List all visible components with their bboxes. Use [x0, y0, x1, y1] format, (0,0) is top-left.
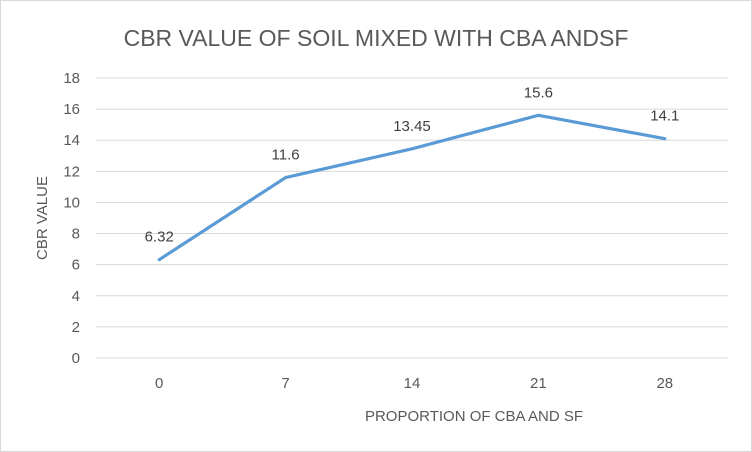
y-tick-label: 10 [63, 194, 80, 211]
y-tick-label: 2 [72, 319, 80, 336]
y-tick-label: 12 [63, 163, 80, 180]
y-axis-ticks: 0 2 4 6 8 10 12 14 16 18 [63, 70, 80, 367]
data-label: 13.45 [393, 118, 431, 135]
y-tick-label: 4 [72, 288, 80, 305]
data-labels: 6.32 11.6 13.45 15.6 14.1 [145, 84, 680, 245]
x-tick-label: 7 [281, 375, 289, 392]
x-tick-label: 21 [530, 375, 547, 392]
series-layer [157, 113, 667, 262]
data-label: 15.6 [524, 84, 553, 101]
data-label: 11.6 [272, 147, 300, 164]
y-tick-label: 6 [72, 257, 80, 274]
chart-title: CBR VALUE OF SOIL MIXED WITH CBA ANDSF [124, 25, 629, 51]
x-tick-label: 0 [155, 375, 163, 392]
y-tick-label: 8 [72, 226, 80, 243]
x-tick-label: 14 [404, 375, 421, 392]
x-axis-ticks: 0 7 14 21 28 [155, 375, 673, 392]
gridlines [96, 77, 728, 359]
y-axis-label: CBR VALUE [34, 176, 51, 260]
data-label: 6.32 [145, 229, 174, 246]
y-tick-label: 14 [63, 132, 80, 149]
x-tick-label: 28 [656, 375, 673, 392]
x-axis-label: PROPORTION OF CBA AND SF [365, 408, 583, 425]
y-tick-label: 16 [63, 101, 80, 118]
y-tick-label: 18 [63, 70, 80, 87]
data-label: 14.1 [650, 108, 679, 125]
series-line [157, 113, 667, 262]
y-tick-label: 0 [72, 350, 80, 367]
